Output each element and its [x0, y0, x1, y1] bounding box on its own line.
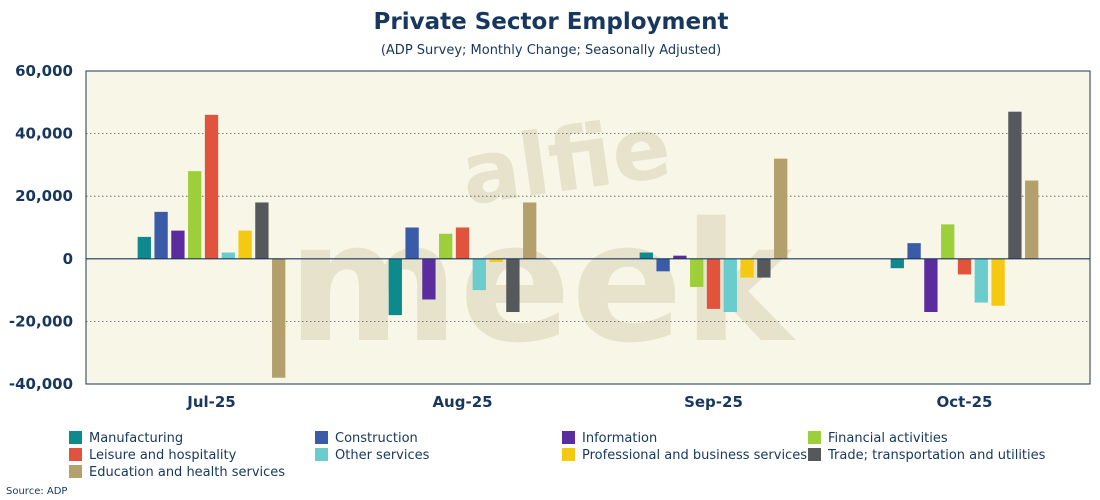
bar: Manufacturing Jul-25: 7000: [137, 236, 151, 259]
legend-label: Education and health services: [89, 465, 285, 480]
bar: Other services Oct-25: -14000: [974, 258, 988, 303]
legend-label: Other services: [335, 448, 430, 463]
legend-label: Construction: [335, 431, 418, 446]
x-tick-label: Jul-25: [186, 393, 236, 411]
bar: Professional and business services Oct-2…: [991, 258, 1005, 306]
bar: Manufacturing Sep-25: 2000: [639, 252, 653, 259]
bar: Construction Aug-25: 10000: [405, 227, 419, 259]
plot-frame: [85, 70, 1091, 385]
legend-label: Trade; transportation and utilities: [827, 448, 1046, 463]
y-tick-label: 20,000: [15, 187, 73, 205]
bar: Education and health services Aug-25: 18…: [523, 202, 537, 259]
bar: Financial activities Aug-25: 8000: [439, 233, 453, 259]
bar: Education and health services Oct-25: 25…: [1025, 180, 1039, 259]
bar: Professional and business services Jul-2…: [238, 230, 252, 259]
legend-label: Financial activities: [828, 431, 948, 446]
legend-label: Manufacturing: [89, 431, 183, 446]
source-note: Source: ADP: [6, 486, 67, 497]
legend-swatch: [315, 448, 328, 461]
bar: Trade; transportation and utilities Jul-…: [255, 202, 269, 259]
legend-label: Information: [582, 431, 657, 446]
bar: Information Aug-25: -13000: [422, 258, 436, 300]
legend-swatch: [69, 448, 82, 461]
legend-label: Professional and business services: [582, 448, 807, 463]
chart-subtitle: (ADP Survey; Monthly Change; Seasonally …: [381, 43, 721, 58]
bar: Construction Oct-25: 5000: [907, 243, 921, 259]
y-axis-ticks: 60,000 40,000 20,000 0 -20,000 -40,000: [9, 62, 73, 393]
x-tick-label: Sep-25: [684, 393, 743, 411]
bar: Information Sep-25: 1000: [673, 255, 687, 259]
bar: Information Jul-25: 9000: [171, 230, 185, 259]
bar: Manufacturing Aug-25: -18000: [388, 258, 402, 316]
y-tick-label: 40,000: [15, 125, 73, 143]
bar: Manufacturing Oct-25: -3000: [890, 258, 904, 269]
bar: Information Oct-25: -17000: [924, 258, 938, 313]
bar: Professional and business services Aug-2…: [489, 258, 503, 262]
bar: Leisure and hospitality Jul-25: 46000: [204, 114, 219, 259]
bar: Professional and business services Sep-2…: [740, 258, 754, 278]
bar: Leisure and hospitality Aug-25: 10000: [455, 227, 470, 259]
bar: Other services Jul-25: 2000: [221, 252, 235, 259]
bars: Manufacturing Jul-25: 7000Construction J…: [137, 111, 1039, 378]
chart-title: Private Sector Employment: [374, 9, 729, 35]
bar: Trade; transportation and utilities Sep-…: [757, 258, 771, 278]
y-tick-label: -20,000: [9, 312, 73, 330]
legend-swatch: [562, 448, 575, 461]
x-tick-label: Aug-25: [432, 393, 492, 411]
bar: Trade; transportation and utilities Oct-…: [1008, 111, 1022, 259]
bar: Other services Sep-25: -17000: [723, 258, 737, 313]
x-axis-ticks: Jul-25 Aug-25 Sep-25 Oct-25: [186, 393, 992, 411]
y-tick-label: 60,000: [15, 62, 73, 80]
legend-swatch: [808, 431, 821, 444]
legend-label: Leisure and hospitality: [89, 448, 237, 463]
bar: Education and health services Sep-25: 32…: [774, 158, 788, 259]
bar: Leisure and hospitality Sep-25: -16000: [706, 258, 721, 309]
legend: Manufacturing Construction Information Fina…: [69, 431, 1046, 480]
grid: [86, 133, 1090, 322]
bar: Trade; transportation and utilities Aug-…: [506, 258, 520, 313]
bar: Financial activities Sep-25: -9000: [690, 258, 704, 287]
plot-area: [86, 71, 1090, 384]
bar: Construction Sep-25: -4000: [656, 258, 670, 272]
legend-swatch: [808, 448, 821, 461]
y-tick-label: -40,000: [9, 375, 73, 393]
x-tick-label: Oct-25: [937, 393, 993, 411]
bar: Education and health services Jul-25: -3…: [272, 258, 286, 378]
legend-swatch: [69, 465, 82, 478]
bar: Leisure and hospitality Oct-25: -5000: [957, 258, 972, 275]
legend-swatch: [69, 431, 82, 444]
bar: Construction Jul-25: 15000: [154, 211, 168, 259]
bar: Other services Aug-25: -10000: [472, 258, 486, 291]
legend-swatch: [315, 431, 328, 444]
y-tick-label: 0: [63, 250, 73, 268]
legend-swatch: [562, 431, 575, 444]
bar: Financial activities Oct-25: 11000: [941, 224, 955, 259]
bar: Financial activities Jul-25: 28000: [188, 171, 202, 259]
